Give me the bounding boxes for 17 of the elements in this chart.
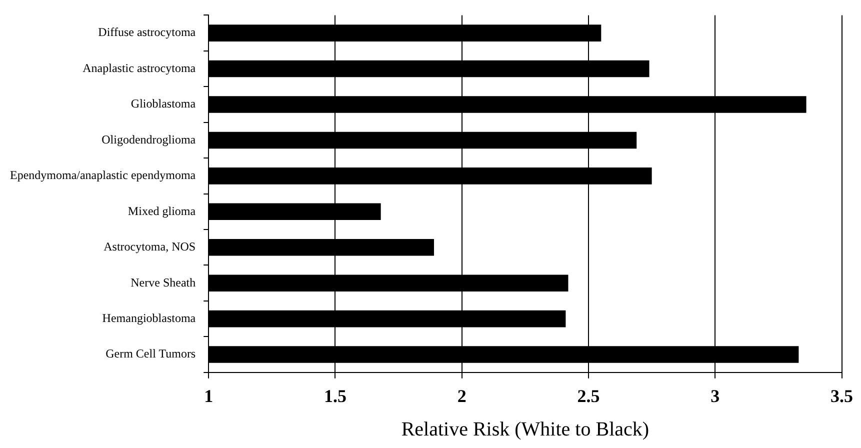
x-tick-label: 1.5 xyxy=(324,386,346,406)
y-tick-label: Germ Cell Tumors xyxy=(106,346,196,361)
y-tick-label: Mixed glioma xyxy=(128,204,196,218)
y-tick-label: Hemangioblastoma xyxy=(102,310,196,325)
x-tick-label: 2 xyxy=(457,386,466,406)
x-axis-title: Relative Risk (White to Black) xyxy=(401,418,650,440)
y-tick-label: Astrocytoma, NOS xyxy=(104,240,196,254)
x-tick-label: 3.5 xyxy=(830,386,853,406)
y-tick-label: Oligodendroglioma xyxy=(102,132,196,146)
x-tick-label: 3 xyxy=(710,386,720,406)
y-tick-label: Ependymoma/anaplastic ependymoma xyxy=(10,168,196,182)
y-tick-label: Glioblastoma xyxy=(130,96,196,111)
y-tick-label: Anaplastic astrocytoma xyxy=(82,60,196,75)
x-tick-label: 2.5 xyxy=(577,386,600,406)
x-tick-label: 1 xyxy=(204,386,214,406)
y-tick-label: Nerve Sheath xyxy=(130,275,196,290)
y-tick-label: Diffuse astrocytoma xyxy=(98,25,196,40)
